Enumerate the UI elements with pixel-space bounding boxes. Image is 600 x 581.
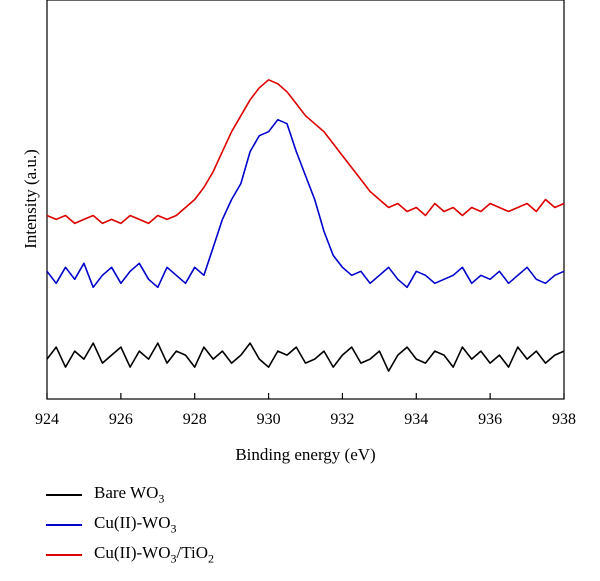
x-tick-label: 930: [257, 411, 281, 428]
legend-item-bare-wo3: Bare WO3: [46, 482, 214, 508]
series-line-2: [46, 79, 565, 225]
legend-swatch-black: [46, 494, 82, 496]
legend-item-cu-wo3: Cu(II)-WO3: [46, 512, 214, 538]
legend-label: Bare WO3: [94, 483, 165, 506]
x-tick-label: 928: [183, 411, 207, 428]
x-tick-label: 924: [35, 411, 59, 428]
legend-label: Cu(II)-WO3/TiO2: [94, 543, 214, 566]
legend-swatch-red: [46, 554, 82, 556]
x-tick-label: 926: [109, 411, 133, 428]
x-tick-label: 936: [478, 411, 502, 428]
series-line-0: [46, 342, 565, 372]
x-tick-label: 932: [330, 411, 354, 428]
series-layer: [46, 79, 565, 372]
x-axis-ticks: 924 926 928 930 932 934 936 938: [35, 393, 576, 428]
x-tick-label: 934: [404, 411, 428, 428]
legend-swatch-blue: [46, 524, 82, 526]
x-axis-title: Binding energy (eV): [235, 445, 375, 464]
legend: Bare WO3 Cu(II)-WO3 Cu(II)-WO3/TiO2: [46, 482, 214, 572]
plot-frame: [46, 0, 565, 400]
legend-label: Cu(II)-WO3: [94, 513, 177, 536]
legend-item-cu-wo3-tio2: Cu(II)-WO3/TiO2: [46, 542, 214, 568]
x-tick-label: 938: [552, 411, 576, 428]
y-axis-title: Intensity (a.u.): [21, 149, 40, 249]
series-line-1: [46, 118, 565, 289]
